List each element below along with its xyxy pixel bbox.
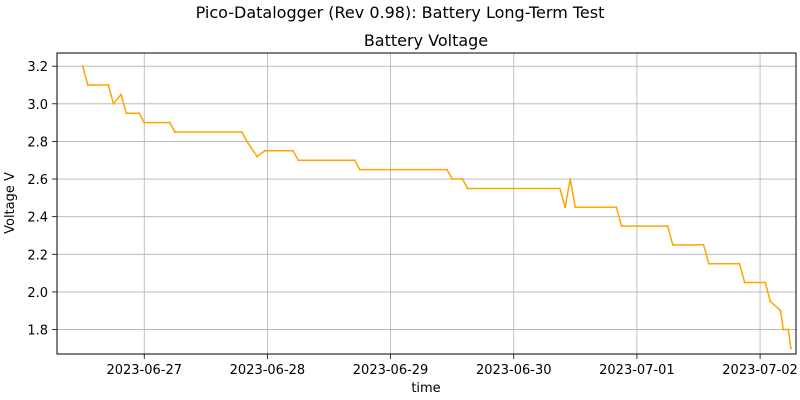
data-point [702,243,705,246]
data-point [671,243,674,246]
voltage-line [81,66,792,349]
x-axis-label: time [411,381,440,396]
data-point [764,281,767,284]
data-point [620,225,623,228]
data-point [789,347,792,350]
chart-title: Battery Voltage [364,31,488,50]
x-tick-label: 2023-06-29 [353,363,429,378]
data-point [451,178,454,180]
y-tick-label: 1.8 [27,324,48,339]
figure-suptitle: Pico-Datalogger (Rev 0.98): Battery Long… [195,3,605,22]
y-tick-label: 2.6 [27,173,48,188]
data-point [240,131,243,133]
data-point [353,159,356,162]
data-point [125,112,128,115]
y-tick-label: 2.4 [27,211,48,226]
data-point [666,225,669,228]
grid-lines [57,53,796,354]
data-point [787,328,790,331]
data-point [358,168,361,171]
axes [52,52,797,359]
data-point [569,178,572,180]
data-point [112,102,115,105]
data-point [263,149,266,152]
axes-frame [56,52,797,355]
x-tick-label: 2023-07-01 [599,363,675,378]
data-point [782,328,785,331]
y-tick-label: 2.0 [27,286,48,301]
data-point [615,206,618,209]
x-tick-label: 2023-06-28 [230,363,306,378]
data-point [564,206,567,209]
data-point [574,206,577,209]
y-tick-label: 2.2 [27,248,48,263]
data-point [707,262,710,265]
x-tick-label: 2023-06-30 [476,363,552,378]
data-point [446,168,448,171]
data-point [245,140,248,143]
data-point [91,84,94,86]
x-tick-label: 2023-07-02 [722,363,798,378]
data-point [743,281,746,284]
data-point [466,187,469,190]
data-point [769,300,772,303]
data-point [143,121,146,124]
y-tick-label: 3.2 [27,60,48,75]
data-point [461,178,464,180]
y-tick-label: 3.0 [27,98,48,113]
data-point [81,65,84,68]
y-axis-label: Voltage V [3,172,18,234]
y-tick-label: 2.8 [27,135,48,150]
data-point [86,84,89,86]
data-point [107,84,110,86]
data-point [256,155,259,158]
data-point [297,159,300,162]
data-point [168,121,171,124]
data-point [738,262,741,265]
data-point [779,309,782,312]
data-point [138,112,141,115]
tick-labels: 2023-06-27 2023-06-28 2023-06-29 2023-06-30… [27,60,798,378]
data-point [120,93,123,96]
plot-area [81,65,792,350]
data-point [292,149,295,152]
data-point [174,131,176,133]
data-point [558,187,561,190]
x-tick-label: 2023-06-27 [106,363,182,378]
